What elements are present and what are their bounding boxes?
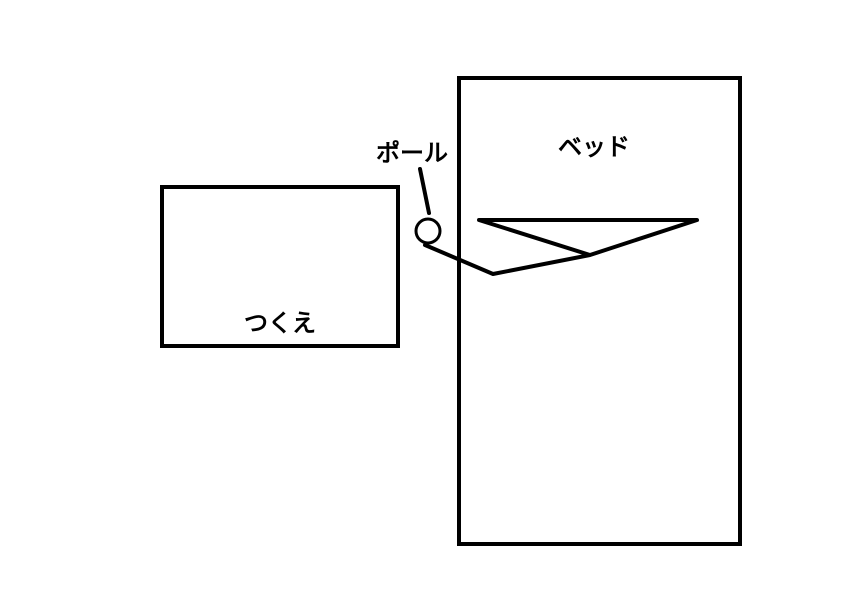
- pole-circle: [414, 217, 442, 245]
- desk-rectangle: [160, 185, 400, 348]
- pole-label: ポール: [376, 139, 448, 167]
- bed-label: ベッド: [558, 133, 630, 161]
- desk-label: つくえ: [244, 309, 316, 337]
- strap-shape: [423, 218, 699, 276]
- bed-rectangle: [457, 76, 742, 546]
- pole-leader-line: [418, 167, 431, 215]
